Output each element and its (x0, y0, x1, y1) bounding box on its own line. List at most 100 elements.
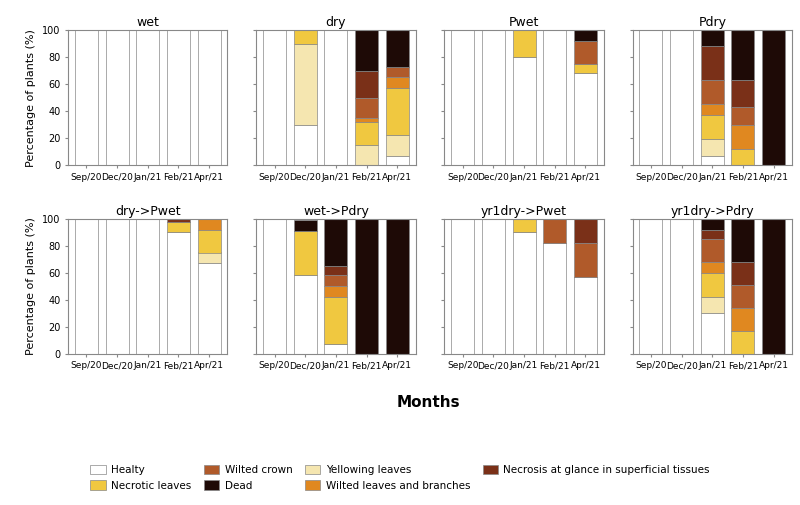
Bar (701, 219, 724, 230)
Bar (513, 219, 535, 232)
Bar (106, 219, 129, 354)
Bar (198, 30, 221, 165)
Bar (701, 156, 724, 165)
Bar (639, 30, 662, 165)
Bar (355, 122, 378, 145)
Bar (731, 262, 754, 285)
Title: dry: dry (326, 16, 346, 29)
Bar (762, 30, 785, 165)
Bar (355, 145, 378, 165)
Bar (513, 232, 535, 354)
Bar (325, 30, 347, 165)
Bar (482, 30, 505, 165)
Bar (543, 219, 566, 243)
Bar (670, 30, 693, 165)
Bar (701, 313, 724, 354)
Bar (639, 219, 662, 354)
Bar (198, 230, 221, 252)
Title: yr1dry->Pwet: yr1dry->Pwet (481, 205, 567, 218)
Bar (574, 41, 597, 64)
Bar (701, 139, 724, 156)
Bar (198, 252, 221, 263)
Bar (294, 44, 317, 125)
Bar (294, 231, 317, 275)
Bar (386, 77, 409, 88)
Bar (263, 219, 286, 354)
Bar (167, 30, 190, 165)
Bar (574, 30, 597, 41)
Title: Pdry: Pdry (698, 16, 726, 29)
Title: wet->Pdry: wet->Pdry (303, 205, 369, 218)
Bar (106, 30, 129, 165)
Bar (670, 219, 693, 354)
Bar (574, 219, 597, 243)
Bar (574, 73, 597, 165)
Bar (731, 308, 754, 331)
Bar (543, 30, 566, 165)
Title: wet: wet (136, 16, 159, 29)
Bar (167, 222, 190, 232)
Bar (543, 243, 566, 354)
Bar (513, 57, 535, 165)
Bar (701, 30, 724, 46)
Y-axis label: Percentage of plants (%): Percentage of plants (%) (26, 29, 37, 167)
Bar (167, 232, 190, 354)
Bar (386, 67, 409, 77)
Bar (731, 149, 754, 165)
Bar (294, 125, 317, 165)
Bar (701, 46, 724, 80)
Bar (263, 30, 286, 165)
Bar (355, 97, 378, 118)
Bar (294, 220, 317, 231)
Bar (355, 219, 378, 354)
Bar (198, 263, 221, 354)
Bar (482, 219, 505, 354)
Bar (731, 30, 754, 80)
Bar (386, 219, 409, 354)
Bar (451, 219, 474, 354)
Bar (355, 118, 378, 122)
Bar (386, 88, 409, 135)
Bar (386, 156, 409, 165)
Bar (513, 30, 535, 57)
Bar (386, 135, 409, 156)
Bar (75, 30, 98, 165)
Title: Pwet: Pwet (509, 16, 539, 29)
Bar (574, 243, 597, 277)
Bar (355, 30, 378, 71)
Bar (136, 219, 159, 354)
Bar (701, 273, 724, 297)
Bar (701, 80, 724, 105)
Title: dry->Pwet: dry->Pwet (115, 205, 181, 218)
Bar (325, 275, 347, 286)
Bar (325, 344, 347, 354)
Bar (731, 285, 754, 308)
Bar (325, 297, 347, 344)
Bar (325, 266, 347, 275)
Bar (574, 277, 597, 354)
Bar (325, 219, 347, 266)
Bar (731, 125, 754, 149)
Bar (294, 30, 317, 44)
Bar (701, 105, 724, 115)
Text: Months: Months (396, 394, 460, 410)
Bar (731, 107, 754, 125)
Bar (701, 297, 724, 313)
Title: yr1dry->Pdry: yr1dry->Pdry (670, 205, 754, 218)
Bar (701, 115, 724, 139)
Bar (386, 30, 409, 67)
Bar (574, 64, 597, 73)
Bar (731, 80, 754, 107)
Bar (198, 219, 221, 230)
Bar (701, 239, 724, 262)
Bar (701, 230, 724, 239)
Bar (355, 71, 378, 97)
Bar (731, 219, 754, 262)
Bar (75, 219, 98, 354)
Bar (451, 30, 474, 165)
Bar (762, 219, 785, 354)
Bar (325, 286, 347, 297)
Bar (136, 30, 159, 165)
Bar (731, 331, 754, 354)
Bar (294, 275, 317, 354)
